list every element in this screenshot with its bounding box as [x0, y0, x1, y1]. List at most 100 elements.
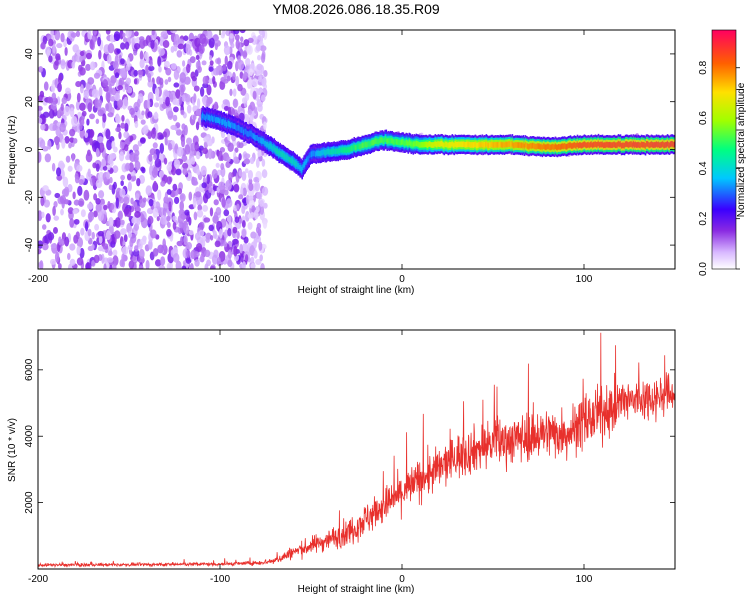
heatmap-cell: [261, 158, 266, 167]
heatmap-cell: [457, 141, 460, 148]
heatmap-cell: [166, 164, 172, 172]
heatmap-cell: [123, 96, 128, 107]
heatmap-cell: [189, 262, 194, 269]
heatmap-cell: [207, 148, 214, 160]
heatmap-cell: [71, 153, 75, 162]
heatmap-cell: [109, 34, 115, 43]
heatmap-cell: [210, 115, 212, 122]
heatmap-cell: [150, 128, 157, 139]
heatmap-cell: [223, 118, 225, 125]
heatmap-cell: [358, 143, 361, 150]
heatmap-cell: [134, 120, 139, 129]
heatmap-cell: [202, 204, 209, 212]
heatmap-cell: [436, 141, 439, 148]
heatmap-cell: [243, 153, 251, 159]
heatmap-cell: [652, 142, 655, 149]
heatmap-cell: [124, 144, 129, 152]
heatmap-cell: [566, 143, 569, 150]
heatmap-cell: [106, 54, 112, 64]
heatmap-cell: [473, 142, 476, 148]
heatmap-cell: [97, 109, 105, 117]
heatmap-cell: [286, 154, 288, 161]
heatmap-cell: [215, 162, 220, 168]
heatmap-cell: [80, 227, 85, 236]
heatmap-cell: [250, 262, 256, 269]
heatmap-cell: [53, 201, 58, 208]
heatmap-cell: [222, 119, 224, 125]
heatmap-cell: [463, 141, 466, 148]
heatmap-cell: [487, 142, 490, 149]
spectrogram-x-tick-label: 0: [399, 274, 405, 285]
heatmap-cell: [232, 71, 236, 81]
heatmap-cell: [123, 131, 130, 139]
heatmap-cell: [226, 215, 232, 223]
heatmap-cell: [249, 212, 255, 218]
heatmap-cell: [167, 76, 172, 83]
heatmap-cell: [63, 186, 70, 198]
heatmap-cell: [52, 43, 56, 54]
heatmap-cell: [221, 119, 223, 125]
heatmap-cell: [83, 189, 90, 201]
snr-y-tick-label: 4000: [24, 425, 35, 448]
heatmap-cell: [192, 197, 197, 209]
heatmap-cell: [129, 107, 135, 116]
heatmap-cell: [204, 249, 211, 258]
heatmap-cell: [243, 39, 250, 47]
heatmap-cell: [604, 142, 607, 149]
heatmap-cell: [623, 142, 626, 149]
heatmap-cell: [355, 144, 358, 151]
heatmap-cell: [134, 245, 139, 252]
heatmap-cell: [628, 141, 631, 148]
heatmap-cell: [95, 202, 102, 213]
heatmap-cell: [468, 141, 471, 148]
heatmap-cell: [307, 156, 310, 162]
heatmap-cell: [640, 141, 643, 148]
heatmap-cell: [53, 136, 61, 144]
heatmap-cell: [435, 141, 438, 148]
heatmap-cell: [113, 181, 117, 190]
heatmap-cell: [99, 198, 105, 206]
heatmap-cell: [261, 186, 269, 196]
heatmap-cell: [164, 90, 170, 97]
heatmap-cell: [383, 138, 386, 144]
heatmap-cell: [70, 32, 77, 38]
heatmap-cell: [172, 215, 177, 221]
heatmap-cell: [89, 137, 93, 146]
heatmap-cell: [57, 82, 62, 93]
heatmap-cell: [241, 228, 247, 238]
heatmap-cell: [219, 118, 221, 125]
heatmap-cell: [176, 50, 183, 58]
heatmap-cell: [147, 215, 154, 225]
heatmap-cell: [641, 141, 644, 148]
heatmap-cell: [85, 152, 93, 163]
heatmap-cell: [412, 142, 415, 148]
heatmap-cell: [281, 151, 283, 158]
heatmap-cell: [196, 209, 204, 218]
snr-x-tick-label: -200: [28, 574, 48, 585]
heatmap-cell: [98, 86, 103, 98]
heatmap-cell: [111, 233, 115, 245]
heatmap-cell: [91, 88, 98, 98]
heatmap-cell: [163, 60, 170, 68]
heatmap-cell: [74, 175, 80, 184]
heatmap-cell: [419, 142, 422, 149]
heatmap-cell: [633, 142, 636, 148]
heatmap-cell: [387, 137, 390, 144]
heatmap-cell: [79, 247, 85, 259]
heatmap-cell: [86, 118, 90, 126]
heatmap-cell: [500, 141, 503, 148]
heatmap-cell: [360, 143, 363, 150]
heatmap-cell: [406, 139, 409, 146]
heatmap-cell: [89, 129, 94, 139]
heatmap-cell: [136, 177, 141, 187]
heatmap-cell: [79, 67, 86, 76]
heatmap-cell: [58, 263, 62, 269]
heatmap-cell: [306, 157, 309, 164]
heatmap-cell: [133, 223, 140, 231]
heatmap-cell: [612, 141, 615, 148]
heatmap-cell: [165, 67, 172, 76]
heatmap-cell: [291, 158, 293, 165]
heatmap-cell: [125, 30, 132, 38]
heatmap-cell: [139, 58, 145, 69]
heatmap-cell: [653, 142, 656, 148]
